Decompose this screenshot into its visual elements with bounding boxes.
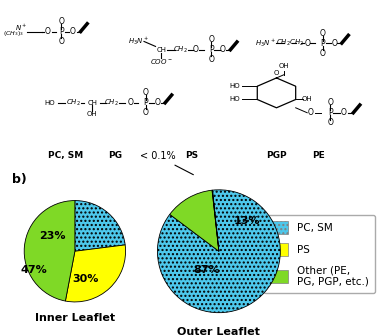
Wedge shape — [170, 190, 219, 251]
Text: O: O — [208, 55, 214, 64]
Text: 13%: 13% — [233, 215, 260, 225]
Text: O: O — [319, 49, 326, 58]
Text: OH: OH — [279, 63, 290, 69]
Wedge shape — [65, 245, 126, 302]
Text: $CH_2$: $CH_2$ — [66, 98, 80, 108]
Text: < 0.1%: < 0.1% — [140, 151, 194, 175]
Text: O: O — [58, 17, 65, 26]
Text: HO: HO — [45, 100, 55, 106]
Text: O: O — [327, 118, 333, 127]
Text: O: O — [304, 39, 310, 48]
Wedge shape — [157, 190, 280, 313]
Text: b): b) — [12, 173, 26, 186]
Text: O: O — [45, 27, 51, 36]
Text: OH: OH — [87, 112, 98, 118]
Text: O: O — [331, 39, 337, 48]
Text: O: O — [308, 108, 314, 117]
Text: O: O — [58, 37, 65, 46]
Text: 87%: 87% — [193, 265, 220, 275]
Text: $(CH_3)_3$: $(CH_3)_3$ — [3, 29, 24, 38]
Text: CH: CH — [87, 100, 97, 106]
Wedge shape — [212, 190, 219, 251]
Title: Inner Leaflet: Inner Leaflet — [35, 314, 115, 324]
Text: O: O — [341, 108, 347, 117]
Text: O: O — [220, 45, 226, 54]
Text: OH: OH — [302, 96, 313, 103]
Text: O: O — [127, 98, 134, 107]
Text: $COO^-$: $COO^-$ — [150, 57, 173, 66]
Text: P: P — [328, 108, 333, 117]
Text: $H_3N^+$: $H_3N^+$ — [128, 36, 149, 47]
Text: O: O — [70, 27, 76, 36]
Text: PG: PG — [108, 151, 122, 160]
Text: P: P — [209, 45, 214, 54]
Text: $N^+$: $N^+$ — [15, 23, 27, 34]
Text: PE: PE — [312, 151, 325, 160]
Text: 23%: 23% — [39, 231, 65, 241]
Text: $CH_2$: $CH_2$ — [104, 98, 119, 108]
Text: P: P — [144, 98, 148, 107]
Text: O: O — [208, 35, 214, 44]
Text: 47%: 47% — [21, 265, 48, 275]
Text: $CH_2$: $CH_2$ — [173, 45, 188, 55]
Text: HO: HO — [229, 96, 240, 103]
Text: P: P — [320, 39, 325, 48]
Text: O: O — [319, 29, 326, 38]
Text: O: O — [327, 98, 333, 107]
Text: $H_3N^+$: $H_3N^+$ — [255, 38, 275, 49]
Wedge shape — [75, 201, 125, 251]
Title: Outer Leaflet: Outer Leaflet — [177, 327, 260, 335]
Text: P: P — [59, 27, 64, 36]
Legend: PC, SM, PS, Other (PE,
PG, PGP, etc.): PC, SM, PS, Other (PE, PG, PGP, etc.) — [263, 215, 375, 293]
Text: O: O — [274, 70, 279, 76]
Text: O: O — [193, 45, 199, 54]
Text: PC, SM: PC, SM — [48, 151, 83, 160]
Text: 30%: 30% — [72, 274, 98, 284]
Text: O: O — [143, 108, 149, 117]
Text: HO: HO — [229, 83, 240, 89]
Text: CH: CH — [156, 47, 166, 53]
Text: O: O — [154, 98, 161, 107]
Text: PS: PS — [185, 151, 199, 160]
Text: PGP: PGP — [266, 151, 287, 160]
Text: O: O — [143, 88, 149, 97]
Wedge shape — [24, 201, 75, 301]
Text: $CH_2CH_2$: $CH_2CH_2$ — [276, 38, 304, 48]
